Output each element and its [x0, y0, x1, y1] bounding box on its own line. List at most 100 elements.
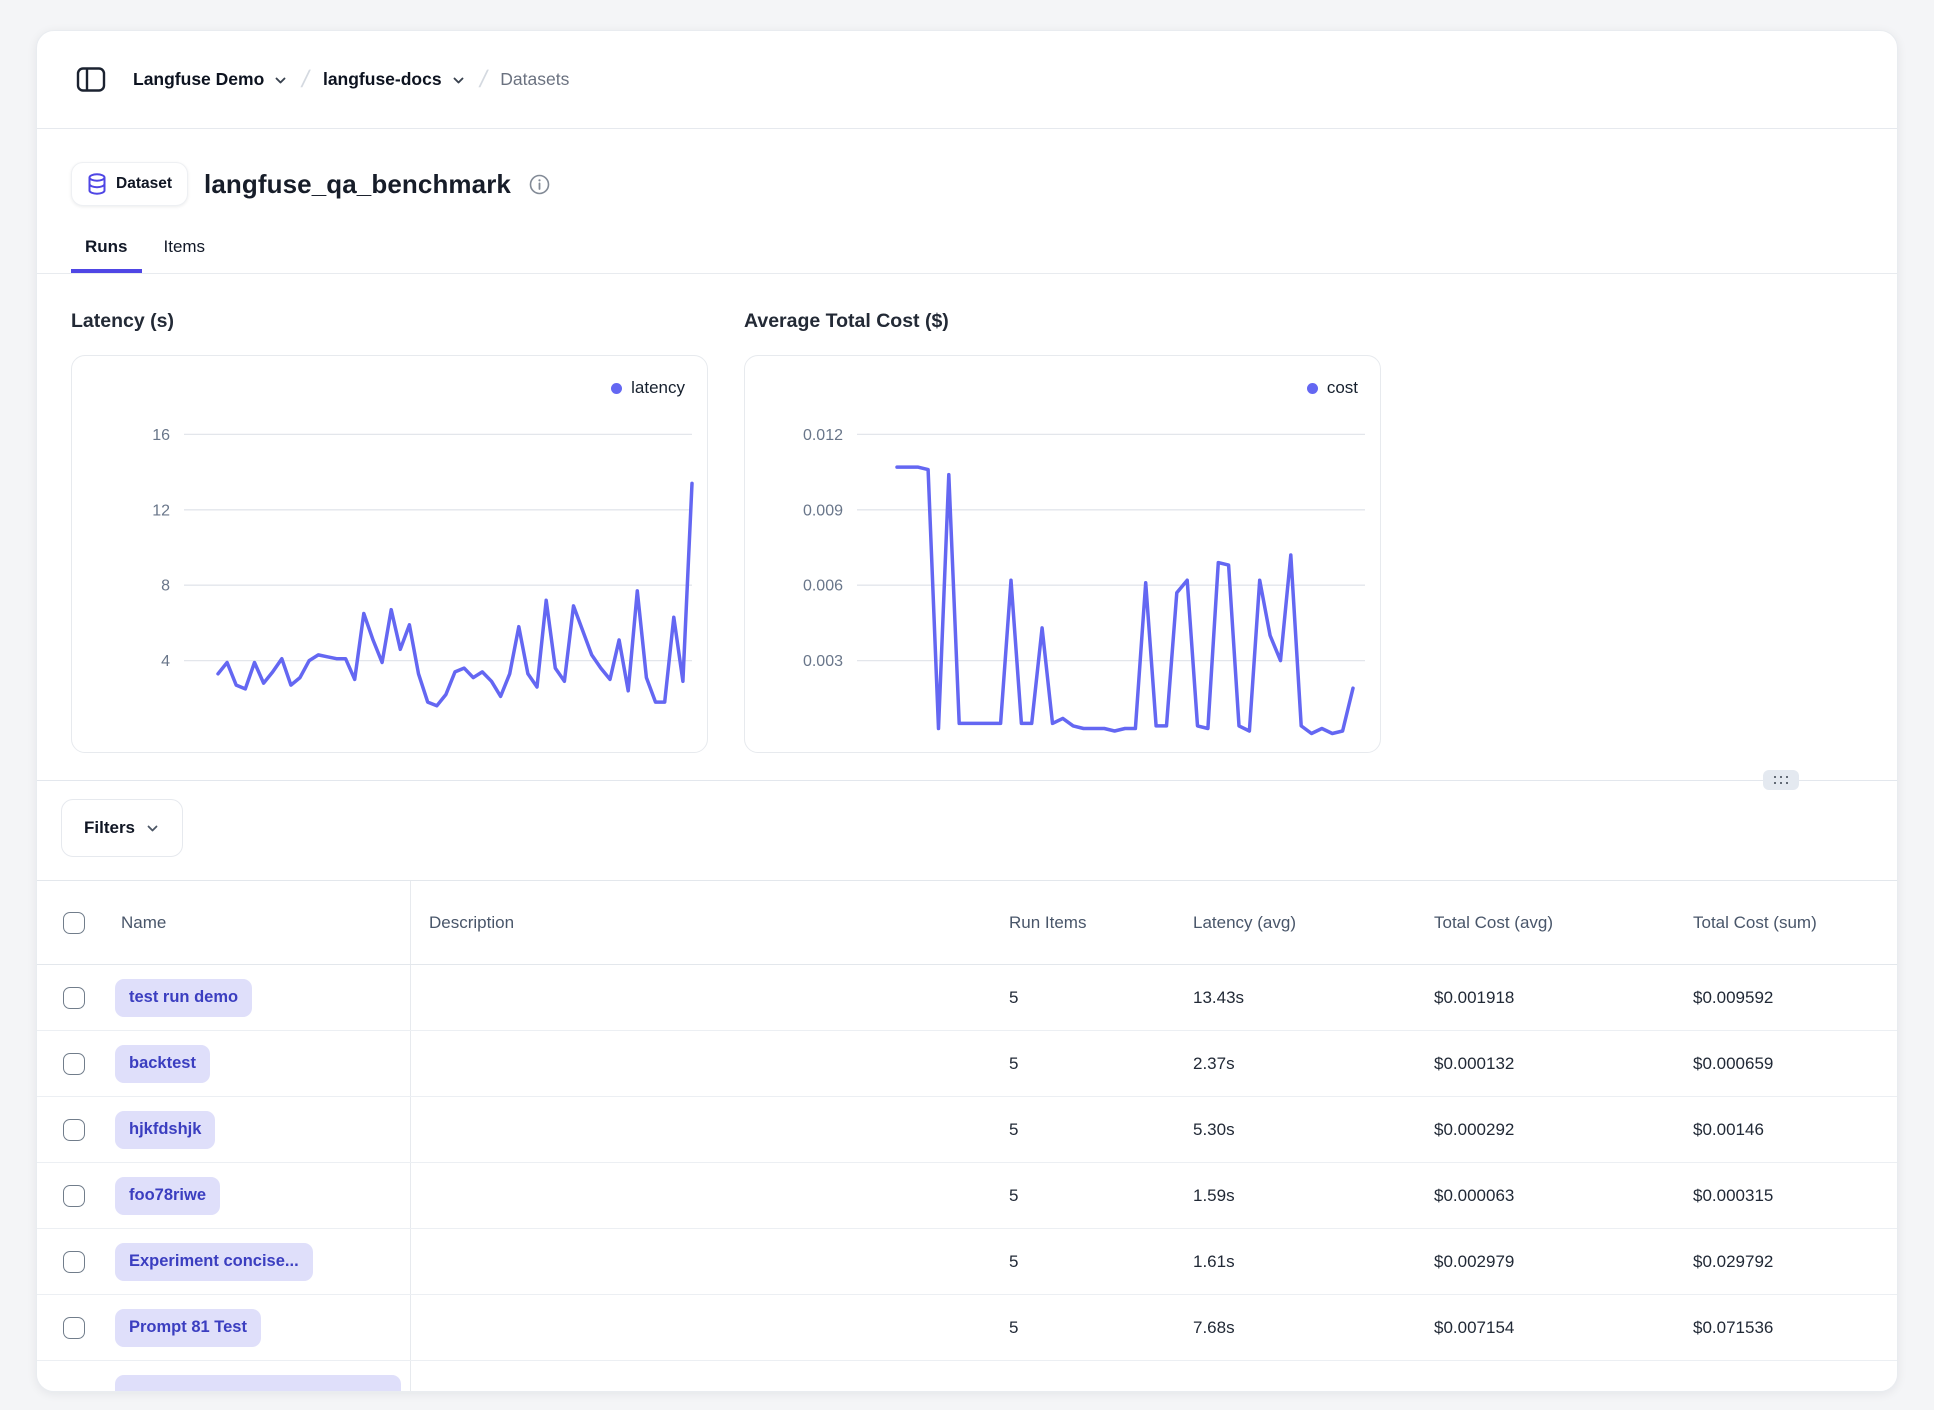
total-cost-avg-value: $0.002979 [1423, 1229, 1683, 1294]
resize-drag-handle[interactable] [1763, 770, 1799, 790]
panel-left-icon [76, 66, 106, 93]
breadcrumb-separator: / [299, 66, 312, 94]
tab-items[interactable]: Items [150, 227, 220, 273]
latency-avg-value: 2.37s [1181, 1031, 1423, 1096]
main-panel: Langfuse Demo / langfuse-docs / Datasets [36, 30, 1898, 1392]
table-row[interactable]: test run demo 5 13.43s $0.001918 $0.0095… [37, 965, 1897, 1031]
page-title: langfuse_qa_benchmark [204, 169, 511, 200]
run-description [411, 1097, 1001, 1162]
run-description [411, 1295, 1001, 1360]
top-bar: Langfuse Demo / langfuse-docs / Datasets [37, 31, 1897, 129]
total-cost-sum-value: $0.071536 [1683, 1295, 1897, 1360]
table-row[interactable]: foo78riwe 5 1.59s $0.000063 $0.000315 [37, 1163, 1897, 1229]
breadcrumb-project[interactable]: langfuse-docs [323, 69, 466, 90]
run-items-value: 5 [1001, 1295, 1181, 1360]
y-tick-label: 0.012 [803, 427, 843, 444]
table-row[interactable]: hjkfdshjk 5 5.30s $0.000292 $0.00146 [37, 1097, 1897, 1163]
filters-button-label: Filters [84, 818, 135, 838]
cost-chart: Average Total Cost ($) cost 0.0030.0060.… [744, 310, 1381, 753]
run-description [411, 965, 1001, 1030]
run-name-badge[interactable]: Prompt 81 Test [115, 1309, 261, 1347]
latency-line [218, 483, 692, 705]
total-cost-sum-value: $0.009592 [1683, 965, 1897, 1030]
y-tick-label: 0.009 [803, 502, 843, 519]
total-cost-avg-value: $0.007154 [1423, 1295, 1683, 1360]
y-tick-label: 0.006 [803, 578, 843, 595]
chart-legend: latency [611, 378, 685, 398]
total-cost-sum-value: $0.029792 [1683, 1229, 1897, 1294]
y-tick-label: 12 [152, 502, 170, 519]
legend-dot-icon [1307, 383, 1318, 394]
run-name-badge[interactable]: hjkfdshjk [115, 1111, 215, 1149]
column-header-description[interactable]: Description [411, 881, 1001, 964]
chart-title: Average Total Cost ($) [744, 310, 1381, 333]
chart-legend: cost [1307, 378, 1358, 398]
column-header-total-cost-sum[interactable]: Total Cost (sum) [1683, 881, 1897, 964]
run-description [411, 1031, 1001, 1096]
latency-avg-value: 1.61s [1181, 1229, 1423, 1294]
breadcrumb-org-label: Langfuse Demo [133, 69, 264, 90]
table-row[interactable]: backtest 5 2.37s $0.000132 $0.000659 [37, 1031, 1897, 1097]
latency-chart-card: latency 481216 [71, 355, 708, 753]
select-all-checkbox[interactable] [63, 912, 85, 934]
row-checkbox[interactable] [63, 1251, 85, 1273]
y-tick-label: 16 [152, 427, 170, 444]
latency-chart: Latency (s) latency 481216 [71, 310, 708, 753]
total-cost-avg-value: $0.000063 [1423, 1163, 1683, 1228]
dataset-type-badge: Dataset [71, 162, 188, 206]
row-checkbox[interactable] [63, 987, 85, 1009]
table-row-partial [37, 1361, 1897, 1392]
dataset-badge-label: Dataset [116, 175, 172, 193]
cost-line [897, 467, 1353, 733]
grip-dots-icon [1773, 775, 1790, 786]
table-header-row: Name Description Run Items Latency (avg)… [37, 880, 1897, 965]
table-body: test run demo 5 13.43s $0.001918 $0.0095… [37, 965, 1897, 1361]
dataset-header: Dataset langfuse_qa_benchmark [71, 155, 1863, 213]
column-header-run-items[interactable]: Run Items [1001, 881, 1181, 964]
run-name-badge[interactable]: test run demo [115, 979, 252, 1017]
run-name-badge[interactable]: foo78riwe [115, 1177, 220, 1215]
row-checkbox[interactable] [63, 1185, 85, 1207]
run-items-value: 5 [1001, 965, 1181, 1030]
row-checkbox[interactable] [63, 1053, 85, 1075]
run-items-value: 5 [1001, 1097, 1181, 1162]
total-cost-sum-value: $0.000659 [1683, 1031, 1897, 1096]
breadcrumb-project-label: langfuse-docs [323, 69, 442, 90]
section-divider [37, 780, 1897, 781]
row-checkbox[interactable] [63, 1119, 85, 1141]
run-items-value: 5 [1001, 1031, 1181, 1096]
breadcrumb-section[interactable]: Datasets [500, 69, 569, 90]
tab-runs[interactable]: Runs [71, 227, 142, 273]
column-header-latency-avg[interactable]: Latency (avg) [1181, 881, 1423, 964]
row-checkbox[interactable] [63, 1317, 85, 1339]
database-icon [87, 173, 107, 195]
chevron-down-icon [273, 73, 288, 88]
breadcrumb-org[interactable]: Langfuse Demo [133, 69, 288, 90]
sidebar-toggle-button[interactable] [71, 60, 111, 100]
filters-button[interactable]: Filters [61, 799, 183, 857]
chevron-down-icon [145, 821, 160, 836]
latency-avg-value: 13.43s [1181, 965, 1423, 1030]
run-description [411, 1163, 1001, 1228]
total-cost-avg-value: $0.001918 [1423, 965, 1683, 1030]
run-name-badge[interactable]: backtest [115, 1045, 210, 1083]
table-row[interactable]: Prompt 81 Test 5 7.68s $0.007154 $0.0715… [37, 1295, 1897, 1361]
run-items-value: 5 [1001, 1163, 1181, 1228]
latency-avg-value: 1.59s [1181, 1163, 1423, 1228]
cost-plot: 0.0030.0060.0090.012 [753, 414, 1373, 744]
total-cost-sum-value: $0.00146 [1683, 1097, 1897, 1162]
column-header-name[interactable]: Name [99, 881, 411, 964]
info-icon[interactable] [529, 174, 550, 195]
latency-avg-value: 7.68s [1181, 1295, 1423, 1360]
column-header-total-cost-avg[interactable]: Total Cost (avg) [1423, 881, 1683, 964]
chevron-down-icon [451, 73, 466, 88]
total-cost-avg-value: $0.000292 [1423, 1097, 1683, 1162]
table-row[interactable]: Experiment concise... 5 1.61s $0.002979 … [37, 1229, 1897, 1295]
chart-title: Latency (s) [71, 310, 708, 333]
run-description [411, 1229, 1001, 1294]
run-name-badge[interactable]: Experiment concise... [115, 1243, 313, 1281]
tab-bar: Runs Items [37, 227, 1897, 274]
run-name-badge[interactable] [115, 1375, 401, 1392]
runs-table: Name Description Run Items Latency (avg)… [37, 880, 1897, 1392]
breadcrumb-separator: / [477, 66, 490, 94]
